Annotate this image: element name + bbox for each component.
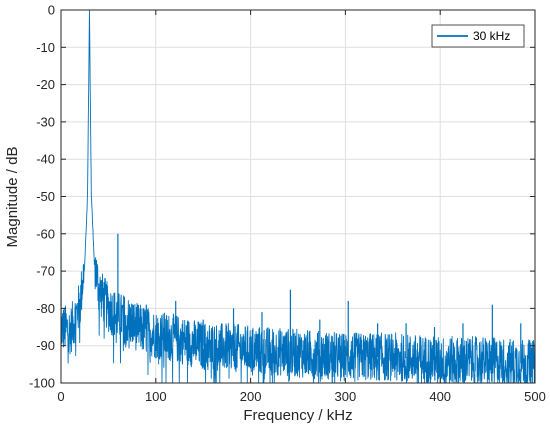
grid-lines [61, 10, 535, 383]
y-tick-label-7: -70 [36, 264, 55, 279]
series-line-30khz [61, 10, 535, 383]
y-tick-label-9: -90 [36, 338, 55, 353]
x-tick-label-4: 400 [429, 389, 451, 404]
legend-series-label: 30 kHz [473, 29, 510, 43]
y-tick-label-0: 0 [48, 3, 55, 18]
y-tick-label-2: -20 [36, 77, 55, 92]
y-tick-label-10: -100 [29, 376, 55, 391]
x-tick-label-1: 100 [145, 389, 167, 404]
y-axis-ticks: 0 -10 -20 -30 -40 -50 -60 -70 -80 -90 -100 [29, 3, 535, 391]
x-tick-label-3: 300 [335, 389, 357, 404]
series-noise-trace [61, 10, 535, 383]
y-tick-label-3: -30 [36, 114, 55, 129]
x-tick-label-5: 500 [524, 389, 546, 404]
x-axis-label: Frequency / kHz [243, 407, 352, 424]
y-tick-label-4: -40 [36, 152, 55, 167]
legend: 30 kHz [431, 24, 525, 48]
x-tick-label-0: 0 [57, 389, 64, 404]
x-tick-label-2: 200 [240, 389, 262, 404]
y-tick-label-1: -10 [36, 40, 55, 55]
y-tick-label-5: -50 [36, 189, 55, 204]
y-tick-label-8: -80 [36, 301, 55, 316]
y-axis-label: Magnitude / dB [4, 147, 21, 248]
legend-box [431, 24, 525, 48]
x-axis-ticks: 0 100 200 300 400 500 [57, 10, 546, 404]
y-tick-label-6: -60 [36, 226, 55, 241]
